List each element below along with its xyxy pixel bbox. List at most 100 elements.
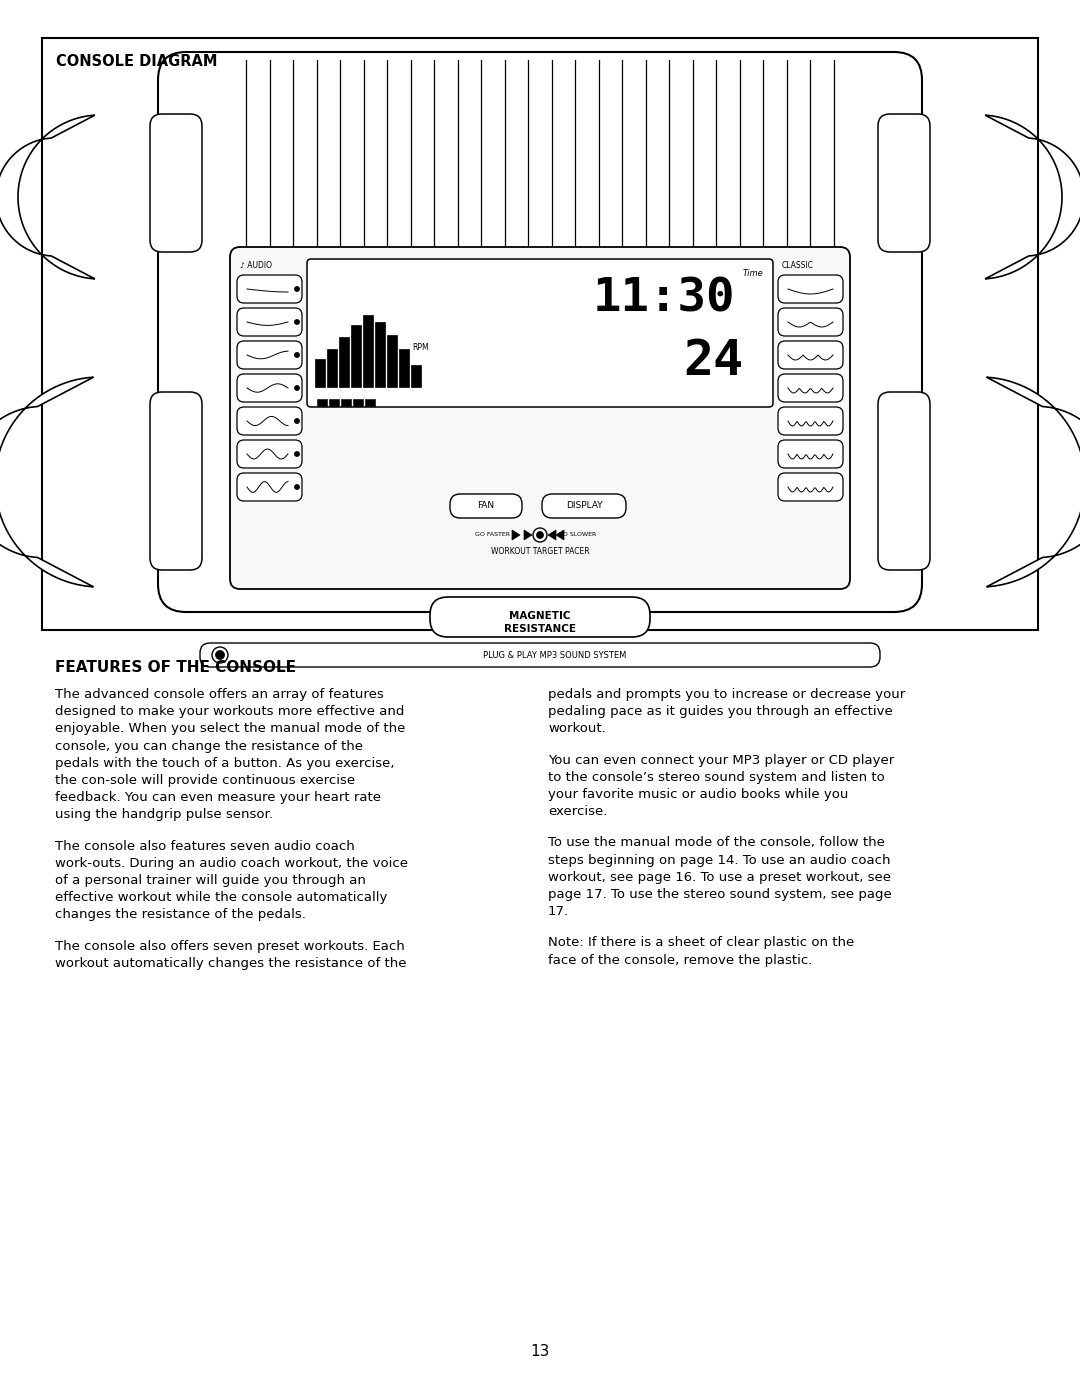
Text: CLASSIC: CLASSIC: [782, 261, 814, 270]
Text: GO FASTER: GO FASTER: [475, 532, 510, 538]
FancyBboxPatch shape: [778, 275, 843, 303]
Bar: [375, 321, 384, 387]
Circle shape: [295, 320, 299, 324]
Bar: [399, 349, 409, 387]
Text: To use the manual mode of the console, follow the: To use the manual mode of the console, f…: [548, 837, 885, 849]
FancyBboxPatch shape: [237, 407, 302, 434]
Text: using the handgrip pulse sensor.: using the handgrip pulse sensor.: [55, 809, 273, 821]
FancyBboxPatch shape: [542, 495, 626, 518]
Bar: [318, 400, 327, 407]
Text: FAN: FAN: [477, 502, 495, 510]
FancyBboxPatch shape: [450, 495, 522, 518]
FancyBboxPatch shape: [430, 597, 650, 637]
Text: PLUG & PLAY MP3 SOUND SYSTEM: PLUG & PLAY MP3 SOUND SYSTEM: [484, 651, 626, 659]
FancyBboxPatch shape: [778, 307, 843, 337]
Polygon shape: [0, 115, 95, 279]
Text: steps beginning on page 14. To use an audio coach: steps beginning on page 14. To use an au…: [548, 854, 891, 866]
Text: GO SLOWER: GO SLOWER: [558, 532, 596, 538]
Circle shape: [295, 286, 299, 291]
Circle shape: [295, 386, 299, 390]
Text: DISPLAY: DISPLAY: [566, 502, 603, 510]
Text: page 17. To use the stereo sound system, see page: page 17. To use the stereo sound system,…: [548, 888, 892, 901]
FancyBboxPatch shape: [778, 407, 843, 434]
Text: The console also features seven audio coach: The console also features seven audio co…: [55, 840, 354, 852]
Bar: [341, 400, 351, 407]
Text: feedback. You can even measure your heart rate: feedback. You can even measure your hear…: [55, 791, 381, 805]
Text: 13: 13: [530, 1344, 550, 1359]
Text: CONSOLE DIAGRAM: CONSOLE DIAGRAM: [56, 54, 217, 68]
Polygon shape: [556, 529, 564, 541]
Text: your favorite music or audio books while you: your favorite music or audio books while…: [548, 788, 849, 800]
FancyBboxPatch shape: [778, 440, 843, 468]
Text: to the console’s stereo sound system and listen to: to the console’s stereo sound system and…: [548, 771, 885, 784]
FancyBboxPatch shape: [237, 474, 302, 502]
Polygon shape: [0, 377, 93, 587]
FancyBboxPatch shape: [237, 341, 302, 369]
Bar: [42, 38, 1038, 630]
Text: 17.: 17.: [548, 905, 569, 918]
Circle shape: [534, 528, 546, 542]
Text: FEATURES OF THE CONSOLE: FEATURES OF THE CONSOLE: [55, 659, 296, 675]
FancyBboxPatch shape: [158, 52, 922, 612]
Circle shape: [295, 451, 299, 457]
FancyBboxPatch shape: [150, 393, 202, 570]
Text: changes the resistance of the pedals.: changes the resistance of the pedals.: [55, 908, 306, 922]
Circle shape: [212, 647, 228, 664]
FancyBboxPatch shape: [237, 307, 302, 337]
FancyBboxPatch shape: [230, 247, 850, 590]
Polygon shape: [524, 529, 532, 541]
FancyBboxPatch shape: [778, 374, 843, 402]
Circle shape: [216, 651, 225, 659]
Text: Note: If there is a sheet of clear plastic on the: Note: If there is a sheet of clear plast…: [548, 936, 854, 950]
Text: face of the console, remove the plastic.: face of the console, remove the plastic.: [548, 954, 812, 967]
Text: the con-sole will provide continuous exercise: the con-sole will provide continuous exe…: [55, 774, 355, 787]
Bar: [315, 359, 325, 387]
Text: 11:30: 11:30: [593, 277, 735, 321]
Text: 24: 24: [683, 337, 743, 386]
Bar: [387, 335, 397, 387]
Text: RESISTANCE: RESISTANCE: [504, 624, 576, 634]
Text: ♪ AUDIO: ♪ AUDIO: [240, 261, 272, 270]
Text: Time: Time: [742, 270, 762, 278]
Bar: [329, 400, 339, 407]
FancyBboxPatch shape: [307, 258, 773, 407]
Circle shape: [295, 353, 299, 358]
FancyBboxPatch shape: [878, 393, 930, 570]
Text: The advanced console offers an array of features: The advanced console offers an array of …: [55, 687, 383, 701]
FancyBboxPatch shape: [200, 643, 880, 666]
FancyBboxPatch shape: [778, 474, 843, 502]
FancyBboxPatch shape: [237, 275, 302, 303]
Bar: [339, 337, 349, 387]
Circle shape: [537, 531, 543, 538]
FancyBboxPatch shape: [878, 115, 930, 251]
Circle shape: [295, 419, 299, 423]
Text: effective workout while the console automatically: effective workout while the console auto…: [55, 891, 388, 904]
Polygon shape: [548, 529, 556, 541]
Polygon shape: [987, 377, 1080, 587]
Circle shape: [295, 485, 299, 489]
FancyBboxPatch shape: [150, 115, 202, 251]
Text: designed to make your workouts more effective and: designed to make your workouts more effe…: [55, 705, 404, 718]
Text: workout.: workout.: [548, 722, 606, 735]
Polygon shape: [512, 529, 519, 541]
Text: You can even connect your MP3 player or CD player: You can even connect your MP3 player or …: [548, 753, 894, 767]
Text: pedaling pace as it guides you through an effective: pedaling pace as it guides you through a…: [548, 705, 893, 718]
Text: MAGNETIC: MAGNETIC: [510, 610, 570, 622]
Bar: [365, 400, 375, 407]
Text: exercise.: exercise.: [548, 805, 607, 819]
Text: enjoyable. When you select the manual mode of the: enjoyable. When you select the manual mo…: [55, 722, 405, 735]
Text: RPM: RPM: [411, 342, 429, 352]
Polygon shape: [985, 115, 1080, 279]
Bar: [411, 365, 421, 387]
Bar: [327, 349, 337, 387]
Bar: [351, 326, 361, 387]
FancyBboxPatch shape: [778, 341, 843, 369]
Text: work-outs. During an audio coach workout, the voice: work-outs. During an audio coach workout…: [55, 856, 408, 870]
Bar: [363, 314, 373, 387]
FancyBboxPatch shape: [237, 374, 302, 402]
Text: pedals with the touch of a button. As you exercise,: pedals with the touch of a button. As yo…: [55, 757, 394, 770]
Text: The console also offers seven preset workouts. Each: The console also offers seven preset wor…: [55, 940, 405, 953]
Text: pedals and prompts you to increase or decrease your: pedals and prompts you to increase or de…: [548, 687, 905, 701]
Text: workout, see page 16. To use a preset workout, see: workout, see page 16. To use a preset wo…: [548, 870, 891, 884]
Text: of a personal trainer will guide you through an: of a personal trainer will guide you thr…: [55, 875, 366, 887]
